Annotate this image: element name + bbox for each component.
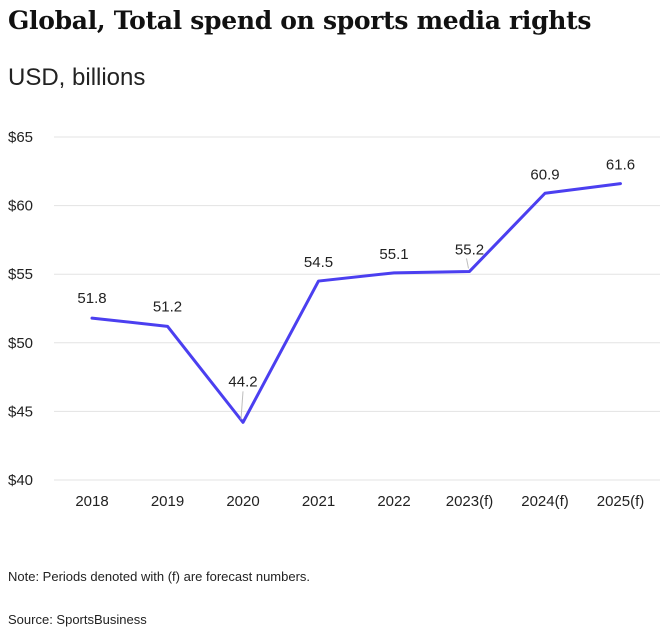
- y-tick-label-45: $45: [8, 403, 33, 420]
- x-tick-label-6: 2024(f): [521, 493, 569, 510]
- x-axis-ticks: 2018 2019 2020 2021 2022 2023(f) 2024(f) 2025(f…: [75, 493, 644, 510]
- series-line: [90, 182, 622, 424]
- footnote: Note: Periods denoted with (f) are forec…: [8, 569, 311, 584]
- x-tick-label-0: 2018: [75, 493, 108, 510]
- data-label-2: 44.2: [228, 373, 257, 390]
- data-label-7: 61.6: [606, 157, 635, 174]
- data-label-6: 60.9: [530, 166, 559, 183]
- x-tick-label-5: 2023(f): [446, 493, 494, 510]
- x-tick-label-3: 2021: [302, 493, 335, 510]
- data-label-3: 54.5: [304, 254, 333, 271]
- series-polyline: [90, 182, 622, 424]
- y-tick-label-65: $65: [8, 129, 33, 146]
- data-label-1: 51.2: [153, 298, 182, 315]
- y-axis-ticks: $40 $45 $50 $55 $60 $65: [8, 129, 33, 489]
- gridlines: [54, 136, 660, 481]
- data-label-5: 55.2: [455, 241, 484, 258]
- data-label-4: 55.1: [379, 246, 408, 263]
- x-tick-label-7: 2025(f): [597, 493, 645, 510]
- y-tick-label-50: $50: [8, 335, 33, 352]
- source-note: Source: SportsBusiness: [8, 612, 147, 627]
- data-label-leader-5: [466, 258, 469, 269]
- data-labels: 51.8 51.2 44.2 54.5 55.1 55.2 60.9 61.6: [77, 157, 635, 420]
- data-label-leader-2: [240, 391, 244, 420]
- chart-title: Global, Total spend on sports media righ…: [8, 6, 592, 35]
- y-tick-label-55: $55: [8, 266, 33, 283]
- y-tick-label-40: $40: [8, 472, 33, 489]
- x-tick-label-4: 2022: [377, 493, 410, 510]
- chart-subtitle: USD, billions: [8, 64, 146, 91]
- y-tick-label-60: $60: [8, 198, 33, 215]
- x-tick-label-1: 2019: [151, 493, 184, 510]
- line-chart: $40$45$50$55$60$65 2018 2019 2020 2021 2022 2…: [8, 129, 660, 510]
- data-label-0: 51.8: [77, 290, 106, 307]
- x-tick-label-2: 2020: [226, 493, 259, 510]
